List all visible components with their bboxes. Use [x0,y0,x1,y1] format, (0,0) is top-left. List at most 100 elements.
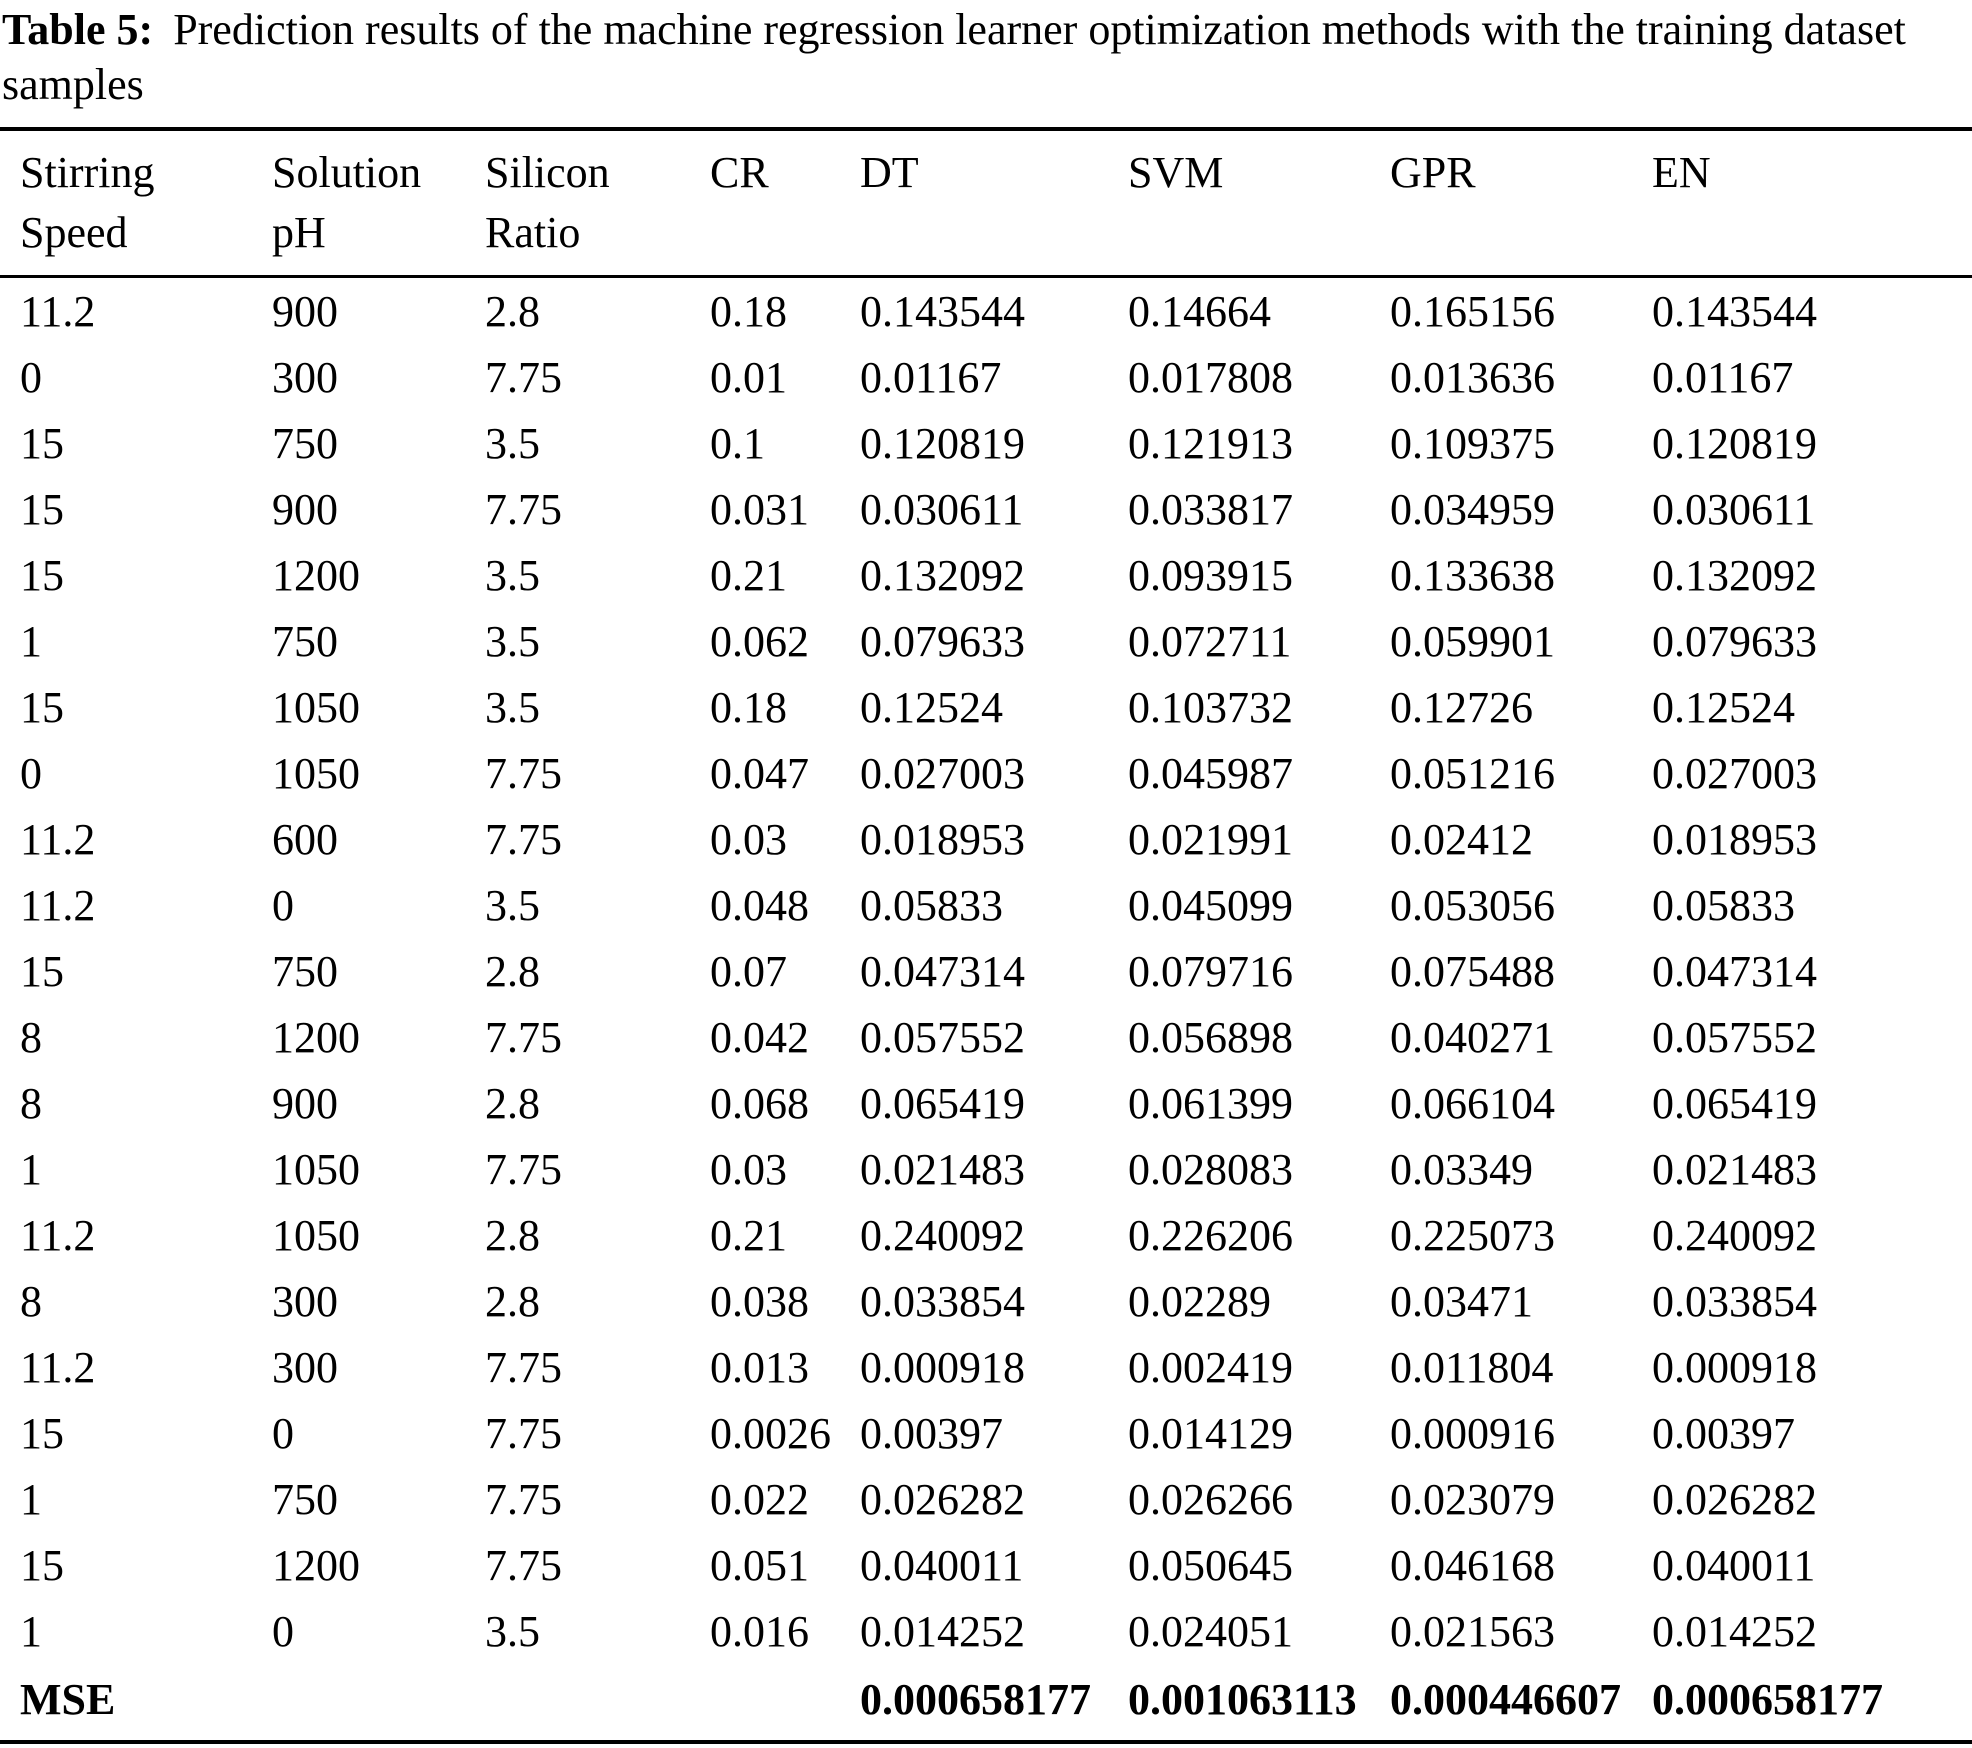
table-cell: 1050 [272,1210,360,1260]
table-cell: 0.240092 [860,1210,1025,1260]
table-caption-label: Table 5: [2,5,154,54]
table-cell: 0.021483 [1652,1144,1817,1194]
table-cell: 0.00397 [1652,1408,1795,1458]
table-cell: 1050 [272,682,360,732]
mse-value-cell [485,1664,710,1742]
mse-row: MSE 0.000658177 0.001063113 0.000446607 0.00… [0,1664,1972,1742]
column-header: Stirring Speed [0,129,272,278]
table-cell: 0 [272,1606,294,1656]
table-cell: 15 [20,484,64,534]
column-header-line1: Silicon [485,148,610,197]
table-cell: 0.026266 [1128,1474,1293,1524]
table-cell: 0.026282 [1652,1474,1817,1524]
table-cell: 0.057552 [1652,1012,1817,1062]
table-cell: 3.5 [485,550,540,600]
table-cell: 0.05833 [860,880,1003,930]
table-row: 11.2 0 3.5 0.048 0.05833 0.045099 0.053056 0.05… [0,872,1972,938]
table-cell: 0.014252 [1652,1606,1817,1656]
table-cell: 3.5 [485,880,540,930]
table-cell: 7.75 [485,814,562,864]
column-header-line1: CR [710,148,769,197]
table-cell: 0.023079 [1390,1474,1555,1524]
table-cell: 0.059901 [1390,616,1555,666]
table-cell: 1050 [272,1144,360,1194]
table-cell: 0.01167 [860,352,1002,402]
table-cell: 0.1 [710,418,765,468]
table-cell: 7.75 [485,484,562,534]
table-cell: 0.027003 [860,748,1025,798]
table-cell: 0.120819 [860,418,1025,468]
table-cell: 0.12726 [1390,682,1533,732]
table-cell: 1200 [272,1012,360,1062]
table-cell: 1 [20,1144,42,1194]
table-cell: 0.079633 [1652,616,1817,666]
column-header-line1: DT [860,148,919,197]
table-cell: 7.75 [485,1540,562,1590]
table-row: 1 750 7.75 0.022 0.026282 0.026266 0.023079 0.0… [0,1466,1972,1532]
table-cell: 0.075488 [1390,946,1555,996]
table-cell: 0.016 [710,1606,809,1656]
table-cell: 1 [20,1474,42,1524]
table-cell: 11.2 [20,1210,96,1260]
table-cell: 0.226206 [1128,1210,1293,1260]
table-cell: 1 [20,616,42,666]
table-cell: 0.022 [710,1474,809,1524]
table-cell: 0.120819 [1652,418,1817,468]
table-cell: 0.051216 [1390,748,1555,798]
table-cell: 0.066104 [1390,1078,1555,1128]
column-header-line1: Stirring [20,148,155,197]
table-cell: 600 [272,814,338,864]
table-cell: 0.021563 [1390,1606,1555,1656]
table-cell: 0.068 [710,1078,809,1128]
table-cell: 0.21 [710,550,787,600]
table-cell: 0 [272,1408,294,1458]
table-cell: 0.011804 [1390,1342,1554,1392]
table-cell: 0.000918 [1652,1342,1817,1392]
table-cell: 0.017808 [1128,352,1293,402]
header-row: Stirring Speed Solution pH Silicon Ratio CR DT S… [0,129,1972,278]
table-cell: 0.03 [710,814,787,864]
table-cell: 0.093915 [1128,550,1293,600]
table-cell: 3.5 [485,418,540,468]
table-row: 1 1050 7.75 0.03 0.021483 0.028083 0.03349 0.02… [0,1136,1972,1202]
column-header-line1: SVM [1128,148,1224,197]
table-cell: 0.02412 [1390,814,1533,864]
table-cell: 0.033854 [860,1276,1025,1326]
column-header-line2: pH [272,208,326,257]
table-cell: 1200 [272,1540,360,1590]
column-header: SVM [1128,129,1390,278]
table-cell: 0.028083 [1128,1144,1293,1194]
table-cell: 0.042 [710,1012,809,1062]
table-cell: 0.12524 [860,682,1003,732]
table-cell: 7.75 [485,352,562,402]
table-cell: 0.040011 [860,1540,1024,1590]
table-cell: 7.75 [485,748,562,798]
table-cell: 900 [272,484,338,534]
table-cell: 300 [272,352,338,402]
table-cell: 300 [272,1342,338,1392]
table-cell: 0.12524 [1652,682,1795,732]
table-cell: 0.027003 [1652,748,1817,798]
table-cell: 15 [20,550,64,600]
table-cell: 0.132092 [1652,550,1817,600]
column-header-line2: Speed [20,208,128,257]
table-cell: 750 [272,946,338,996]
table-cell: 15 [20,946,64,996]
table-cell: 0.0026 [710,1408,831,1458]
table-cell: 7.75 [485,1342,562,1392]
table-cell: 0.021991 [1128,814,1293,864]
mse-value-cell: 0.000446607 [1390,1674,1621,1724]
table-row: 15 0 7.75 0.0026 0.00397 0.014129 0.000916 0.00… [0,1400,1972,1466]
table-cell: 0.056898 [1128,1012,1293,1062]
table-cell: 0.045099 [1128,880,1293,930]
table-cell: 0.143544 [1652,286,1817,336]
table-row: 15 1200 7.75 0.051 0.040011 0.050645 0.046168 0… [0,1532,1972,1598]
table-cell: 7.75 [485,1408,562,1458]
table-row: 11.2 900 2.8 0.18 0.143544 0.14664 0.165156 0.1… [0,277,1972,345]
table-cell: 15 [20,418,64,468]
table-cell: 2.8 [485,1276,540,1326]
table-cell: 1050 [272,748,360,798]
column-header-line1: Solution [272,148,422,197]
table-cell: 0.21 [710,1210,787,1260]
